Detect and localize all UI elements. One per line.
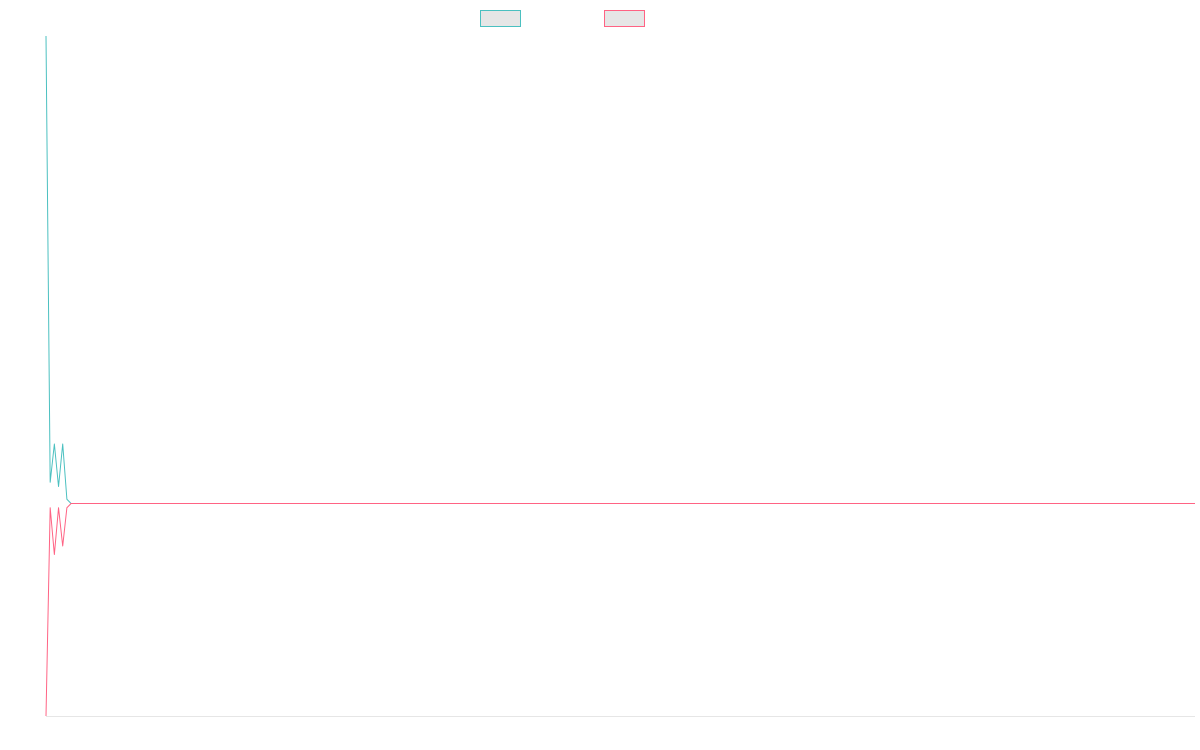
legend-swatch-1[interactable] <box>480 10 521 27</box>
series-line-1 <box>45 35 1195 504</box>
legend-swatch-2[interactable] <box>604 10 645 27</box>
series-layer <box>45 35 1195 717</box>
series-line-2 <box>45 503 1195 717</box>
legend <box>480 10 645 27</box>
plot-area <box>45 35 1195 717</box>
